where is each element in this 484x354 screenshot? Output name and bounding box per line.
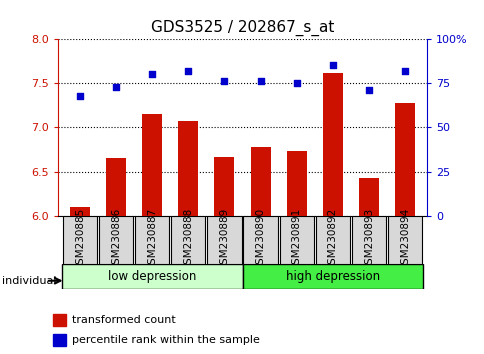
Title: GDS3525 / 202867_s_at: GDS3525 / 202867_s_at bbox=[151, 20, 333, 36]
Point bbox=[292, 80, 300, 86]
Point bbox=[148, 72, 156, 77]
Point bbox=[328, 63, 336, 68]
Bar bbox=[315, 216, 349, 264]
Bar bbox=[279, 216, 313, 264]
Text: low depression: low depression bbox=[108, 270, 196, 282]
Bar bbox=[171, 216, 205, 264]
Bar bbox=[207, 216, 241, 264]
Text: GSM230888: GSM230888 bbox=[183, 208, 193, 272]
Bar bbox=[53, 334, 65, 346]
Point bbox=[76, 93, 84, 98]
Text: transformed count: transformed count bbox=[72, 315, 175, 325]
Bar bbox=[214, 156, 234, 216]
Bar bbox=[135, 216, 169, 264]
Bar bbox=[322, 73, 342, 216]
Point bbox=[400, 68, 408, 74]
Point bbox=[184, 68, 192, 74]
Bar bbox=[286, 152, 306, 216]
Bar bbox=[70, 207, 90, 216]
Bar bbox=[61, 264, 242, 289]
Bar bbox=[394, 103, 414, 216]
Text: GSM230885: GSM230885 bbox=[75, 208, 85, 272]
Point bbox=[220, 79, 228, 84]
Text: GSM230886: GSM230886 bbox=[111, 208, 121, 272]
Bar bbox=[242, 264, 423, 289]
Text: GSM230894: GSM230894 bbox=[399, 208, 409, 272]
Text: GSM230890: GSM230890 bbox=[255, 208, 265, 272]
Bar bbox=[62, 216, 97, 264]
Point bbox=[256, 79, 264, 84]
Text: percentile rank within the sample: percentile rank within the sample bbox=[72, 335, 259, 345]
Bar bbox=[99, 216, 133, 264]
Text: high depression: high depression bbox=[285, 270, 379, 282]
Text: GSM230891: GSM230891 bbox=[291, 208, 301, 272]
Bar bbox=[250, 147, 270, 216]
Bar bbox=[142, 114, 162, 216]
Bar bbox=[351, 216, 385, 264]
Text: GSM230887: GSM230887 bbox=[147, 208, 157, 272]
Bar bbox=[243, 216, 277, 264]
Text: individual: individual bbox=[2, 276, 57, 286]
Text: GSM230892: GSM230892 bbox=[327, 208, 337, 272]
Text: GSM230893: GSM230893 bbox=[363, 208, 373, 272]
Point bbox=[364, 87, 372, 93]
Bar bbox=[106, 158, 126, 216]
Text: GSM230889: GSM230889 bbox=[219, 208, 229, 272]
Bar bbox=[178, 121, 198, 216]
Bar bbox=[387, 216, 422, 264]
Bar bbox=[53, 314, 65, 326]
Bar bbox=[358, 178, 378, 216]
Point bbox=[112, 84, 120, 90]
